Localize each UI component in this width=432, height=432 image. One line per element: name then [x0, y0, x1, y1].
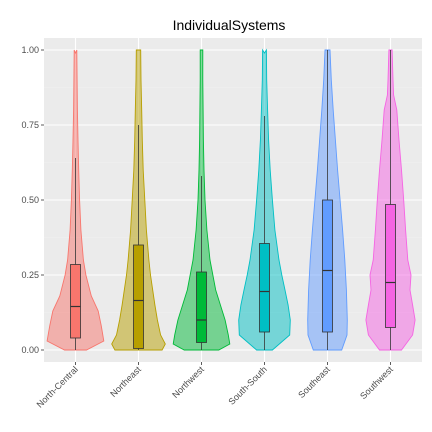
- y-tick-label: 0.50: [21, 195, 39, 205]
- y-axis: 0.00 0.25 0.50 0.75 1.00: [21, 45, 44, 355]
- x-tick-label: Southwest: [358, 364, 395, 401]
- x-axis: North-Central Northeast Northwest South-Sou…: [35, 362, 395, 410]
- x-tick-label: North-Central: [35, 364, 80, 409]
- box-southwest: [385, 204, 396, 328]
- x-tick-label: Southeast: [296, 364, 332, 400]
- chart-title: IndividualSystems: [173, 17, 286, 33]
- box-northwest: [196, 271, 207, 343]
- box-southeast: [322, 199, 333, 333]
- x-tick-label: Northwest: [170, 364, 206, 400]
- boxplots: [70, 50, 396, 350]
- box-north-central: [70, 264, 81, 339]
- x-tick-label: Northeast: [108, 364, 143, 399]
- y-tick-label: 0.75: [21, 120, 39, 130]
- y-tick-label: 1.00: [21, 45, 39, 55]
- box-south-south: [259, 243, 270, 333]
- x-tick-label: South-South: [226, 364, 268, 406]
- box-northeast: [133, 244, 144, 349]
- grid-minor: [44, 87, 422, 313]
- y-tick-label: 0.25: [21, 270, 39, 280]
- y-tick-label: 0.00: [21, 345, 39, 355]
